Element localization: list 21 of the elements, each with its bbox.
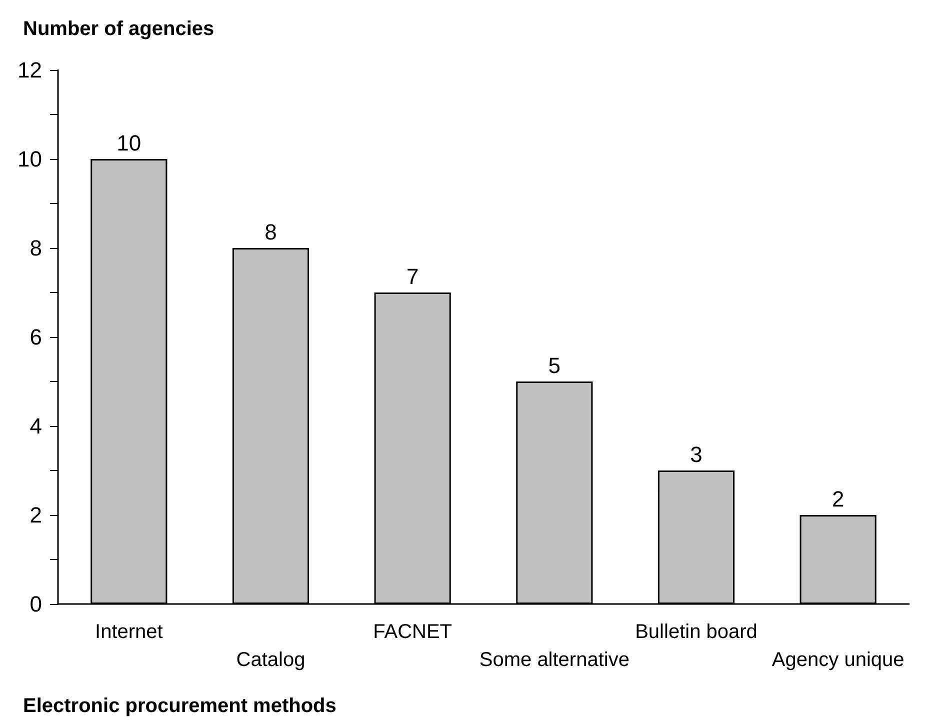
data-label: 7 bbox=[406, 264, 419, 289]
x-tick-label: Internet bbox=[95, 621, 164, 643]
x-tick-label: Agency unique bbox=[772, 649, 904, 671]
y-tick-label: 12 bbox=[18, 58, 42, 82]
x-axis-title: Electronic procurement methods bbox=[23, 695, 336, 717]
data-label: 8 bbox=[264, 220, 277, 244]
x-tick-label: Some alternative bbox=[479, 649, 630, 671]
x-tick-label: Catalog bbox=[236, 649, 306, 671]
y-tick-label: 2 bbox=[30, 502, 42, 528]
y-tick-label: 8 bbox=[30, 236, 42, 260]
data-label: 3 bbox=[690, 442, 702, 467]
data-label: 2 bbox=[832, 486, 844, 512]
y-tick-label: 0 bbox=[30, 592, 42, 616]
y-axis-title: Number of agencies bbox=[23, 18, 214, 40]
x-tick-label: FACNET bbox=[373, 621, 452, 643]
x-tick-label: Bulletin board bbox=[635, 621, 758, 643]
data-label: 5 bbox=[548, 353, 561, 378]
y-tick-label: 10 bbox=[18, 146, 42, 172]
y-tick-label: 4 bbox=[30, 414, 42, 438]
y-tick-label: 6 bbox=[30, 324, 42, 350]
data-label: 10 bbox=[116, 130, 142, 156]
